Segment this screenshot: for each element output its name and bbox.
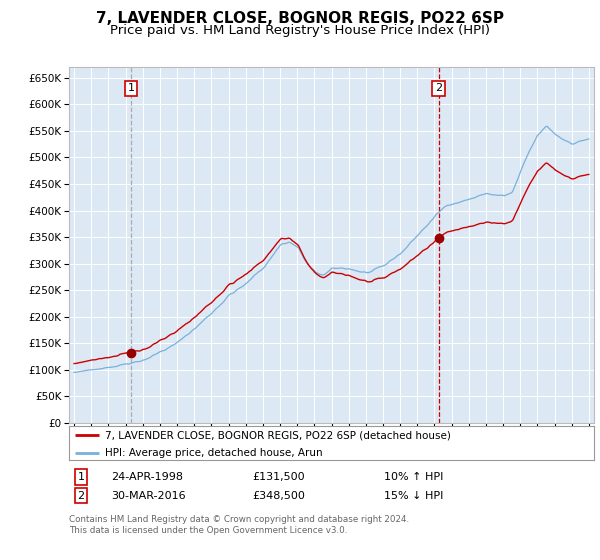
Text: 30-MAR-2016: 30-MAR-2016 [111, 491, 185, 501]
Text: 24-APR-1998: 24-APR-1998 [111, 472, 183, 482]
Text: £131,500: £131,500 [252, 472, 305, 482]
Text: 15% ↓ HPI: 15% ↓ HPI [384, 491, 443, 501]
Text: HPI: Average price, detached house, Arun: HPI: Average price, detached house, Arun [105, 447, 322, 458]
Text: 10% ↑ HPI: 10% ↑ HPI [384, 472, 443, 482]
Text: 1: 1 [127, 83, 134, 94]
Text: 2: 2 [435, 83, 442, 94]
Text: Price paid vs. HM Land Registry's House Price Index (HPI): Price paid vs. HM Land Registry's House … [110, 24, 490, 36]
Text: 1: 1 [77, 472, 85, 482]
Text: 2: 2 [77, 491, 85, 501]
Text: 7, LAVENDER CLOSE, BOGNOR REGIS, PO22 6SP: 7, LAVENDER CLOSE, BOGNOR REGIS, PO22 6S… [96, 11, 504, 26]
Text: Contains HM Land Registry data © Crown copyright and database right 2024.
This d: Contains HM Land Registry data © Crown c… [69, 515, 409, 535]
Text: 7, LAVENDER CLOSE, BOGNOR REGIS, PO22 6SP (detached house): 7, LAVENDER CLOSE, BOGNOR REGIS, PO22 6S… [105, 430, 451, 440]
Text: £348,500: £348,500 [252, 491, 305, 501]
